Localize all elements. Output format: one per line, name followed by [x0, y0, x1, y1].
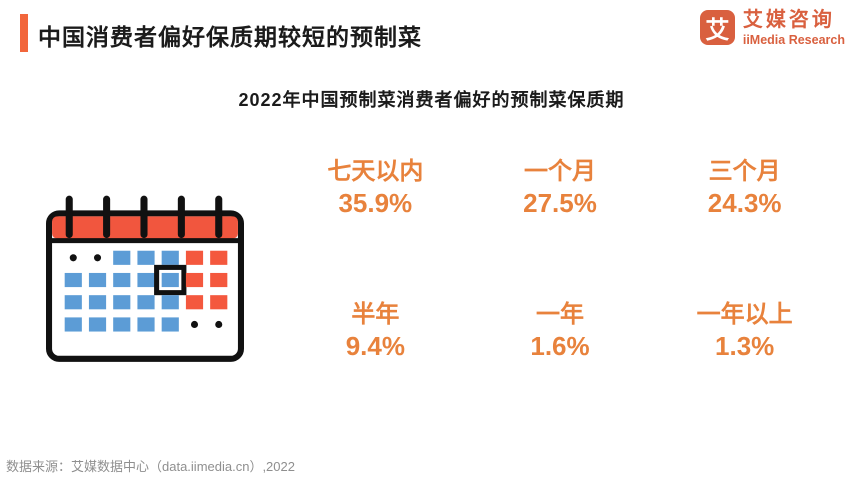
- stat-label: 七天以内: [327, 158, 424, 185]
- chart-subtitle: 2022年中国预制菜消费者偏好的预制菜保质期: [238, 90, 625, 110]
- stat-value: 1.3%: [715, 331, 775, 362]
- brand-name-en: iiMedia Research: [742, 33, 845, 47]
- stat-one-year: 一年 1.6%: [468, 299, 653, 364]
- stat-label: 一年以上: [696, 300, 793, 328]
- stat-value: 35.9%: [338, 188, 413, 219]
- stat-label: 一个月: [523, 158, 596, 185]
- calendar-highlight-box: [154, 264, 187, 296]
- stat-label: 一年: [535, 300, 584, 328]
- stat-value: 24.3%: [707, 188, 782, 219]
- stat-label: 半年: [351, 300, 400, 328]
- data-source-note: 数据来源：艾媒数据中心（data.iimedia.cn）,2022: [6, 459, 295, 474]
- stat-seven-days: 七天以内 35.9%: [283, 156, 468, 221]
- page-title: 中国消费者偏好保质期较短的预制菜: [38, 24, 422, 50]
- title-accent-bar: [20, 14, 28, 52]
- stat-one-month: 一个月 27.5%: [468, 156, 653, 221]
- stat-three-months: 三个月 24.3%: [652, 156, 837, 221]
- calendar-icon: [46, 192, 244, 364]
- stats-grid: 七天以内 35.9% 一个月 27.5% 三个月 24.3% 半年 9.4% 一…: [283, 156, 837, 364]
- stat-half-year: 半年 9.4%: [283, 299, 468, 364]
- stat-label: 三个月: [708, 158, 781, 185]
- stat-value: 27.5%: [523, 188, 597, 219]
- iimedia-logo-text: 艾媒咨询 iiMedia Research: [743, 10, 845, 47]
- brand-name-cn: 艾媒咨询: [742, 9, 835, 31]
- iimedia-logo: 艾 艾媒咨询 iiMedia Research: [699, 10, 845, 47]
- stat-over-one-year: 一年以上 1.3%: [652, 299, 837, 364]
- stat-value: 9.4%: [345, 331, 405, 362]
- iimedia-logo-icon: 艾: [699, 10, 735, 45]
- stat-value: 1.6%: [530, 331, 590, 362]
